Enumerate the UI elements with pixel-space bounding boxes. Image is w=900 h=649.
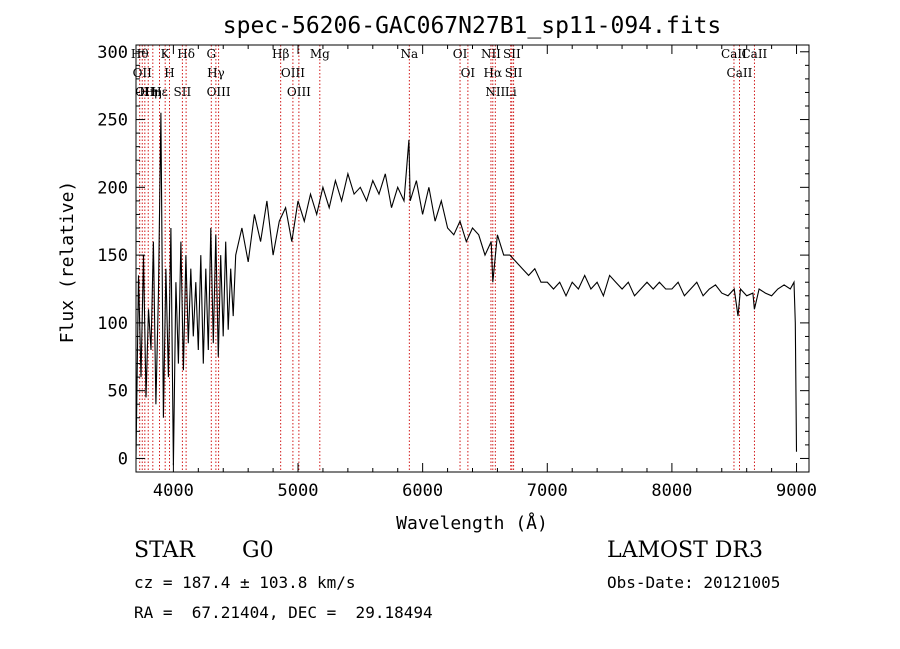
y-axis-label: Flux (relative) — [57, 181, 78, 344]
x-tick-label-8000: 8000 — [651, 481, 692, 501]
emission-line-label-12: OIII — [207, 85, 231, 99]
emission-line-label-21: Hα — [484, 66, 503, 80]
emission-line-label-26: CaII — [721, 47, 747, 61]
emission-line-label-1: OII — [133, 66, 153, 80]
emission-line-label-23: Li — [505, 85, 517, 99]
chart-title: spec-56206-GAC067N27B1_sp11-094.fits — [223, 13, 722, 39]
emission-line-label-2: OII — [135, 85, 155, 99]
emission-line-label-14: OIII — [281, 66, 305, 80]
emission-line-label-0: Hθ — [131, 47, 149, 61]
emission-line-label-24: SII — [503, 47, 521, 61]
emission-line-label-6: K — [161, 47, 171, 61]
x-tick-label-4000: 4000 — [153, 481, 194, 501]
x-axis-label: Wavelength (Å) — [396, 512, 548, 534]
emission-line-label-27: CaII — [727, 66, 753, 80]
survey-name: LAMOST DR3 — [607, 538, 763, 563]
x-tick-label-9000: 9000 — [776, 481, 817, 501]
x-axis-ticks: 4000 5000 6000 7000 8000 9000 — [153, 45, 817, 501]
spectrum-series-line — [135, 112, 798, 466]
emission-line-label-4: Hη — [144, 85, 162, 99]
emission-line-label-8: SII — [174, 85, 192, 99]
emission-line-label-16: Mg — [310, 47, 330, 61]
x-tick-label-7000: 7000 — [527, 481, 568, 501]
emission-line-label-17: Na — [400, 47, 418, 61]
y-tick-label-300: 300 — [97, 43, 128, 63]
emission-line-label-19: OI — [461, 66, 476, 80]
emission-line-label-18: OI — [453, 47, 468, 61]
emission-line-label-15: OIII — [287, 85, 311, 99]
y-tick-label-250: 250 — [97, 111, 128, 131]
emission-line-label-20: NII — [481, 47, 501, 61]
emission-line-label-3: Hη — [139, 85, 157, 99]
emission-line-markers — [139, 45, 755, 472]
observation-date: Obs-Date: 20121005 — [607, 573, 781, 592]
emission-line-label-13: Hβ — [272, 47, 289, 61]
emission-line-label-7: H — [164, 66, 174, 80]
emission-line-label-25: SII — [505, 66, 523, 80]
y-tick-label-50: 50 — [108, 382, 128, 402]
emission-line-label-11: Hγ — [207, 66, 225, 80]
object-subclass: G0 — [242, 538, 274, 563]
y-axis-ticks: 0 50 100 150 200 250 300 — [97, 43, 809, 469]
emission-line-label-5: Hε — [151, 85, 168, 99]
y-tick-label-100: 100 — [97, 314, 128, 334]
plot-frame — [135, 44, 810, 473]
emission-line-label-22: NII — [485, 85, 505, 99]
object-class: STAR — [134, 538, 195, 563]
emission-line-label-9: Hδ — [177, 47, 195, 61]
y-tick-label-200: 200 — [97, 178, 128, 198]
ra-dec-coordinates: RA = 67.21404, DEC = 29.18494 — [134, 603, 433, 622]
y-tick-label-0: 0 — [118, 449, 128, 469]
x-tick-label-6000: 6000 — [402, 481, 443, 501]
redshift-cz: cz = 187.4 ± 103.8 km/s — [134, 573, 356, 592]
y-tick-label-150: 150 — [97, 246, 128, 266]
emission-line-label-28: CaII — [741, 47, 767, 61]
x-tick-label-5000: 5000 — [278, 481, 319, 501]
emission-line-label-10: G — [206, 47, 216, 61]
